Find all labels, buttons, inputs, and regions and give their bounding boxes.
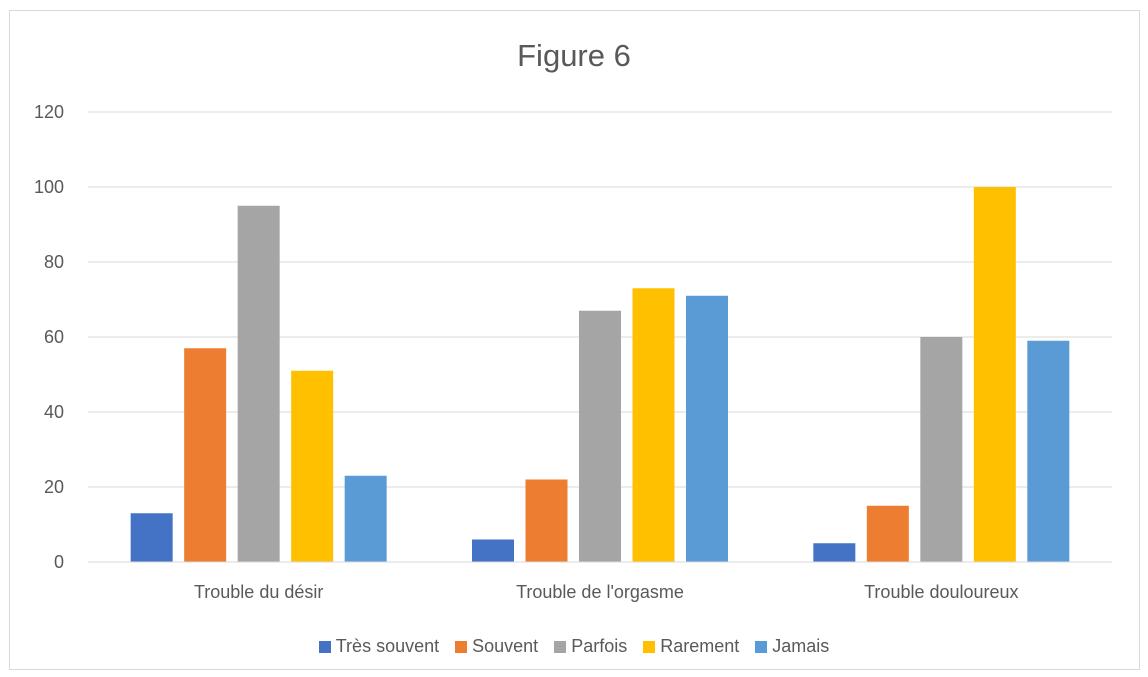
bar	[686, 295, 728, 562]
legend-swatch	[755, 640, 768, 653]
bar	[344, 475, 387, 562]
bar	[130, 513, 173, 562]
x-category-label: Trouble du désir	[194, 582, 323, 602]
legend-label: Parfois	[571, 636, 628, 656]
legend-swatch	[318, 640, 331, 653]
legend-label: Rarement	[660, 636, 740, 656]
y-tick-label: 40	[44, 402, 64, 422]
bar	[525, 479, 568, 562]
legend-item: Très souvent	[318, 636, 440, 657]
legend-swatch	[455, 640, 468, 653]
legend-label: Souvent	[472, 636, 539, 656]
bar	[184, 348, 227, 562]
bar	[866, 505, 909, 562]
bar	[1027, 340, 1070, 562]
y-tick-label: 100	[34, 177, 64, 197]
legend-label: Jamais	[772, 636, 830, 656]
legend-item: Jamais	[755, 636, 829, 657]
bar	[237, 205, 280, 562]
bar	[813, 543, 856, 562]
y-tick-label: 80	[44, 252, 64, 272]
bar	[579, 310, 621, 562]
y-tick-label: 20	[44, 477, 64, 497]
legend-swatch	[643, 640, 656, 653]
y-tick-label: 60	[44, 327, 64, 347]
y-tick-label: 120	[34, 102, 64, 122]
x-category-label: Trouble de l'orgasme	[516, 582, 684, 602]
x-category-label: Trouble douloureux	[864, 582, 1018, 602]
bar	[973, 187, 1016, 562]
chart-legend: Très souvent Souvent Parfois Rarement Jamais	[0, 636, 1148, 657]
legend-item: Parfois	[554, 636, 627, 657]
y-tick-label: 0	[54, 552, 64, 572]
bar	[632, 288, 675, 562]
legend-label: Très souvent	[335, 636, 440, 656]
chart-title: Figure 6	[517, 38, 631, 73]
legend-swatch	[554, 640, 567, 653]
legend-item: Rarement	[643, 636, 739, 657]
legend-item: Souvent	[455, 636, 538, 657]
bar	[472, 539, 514, 562]
bar	[291, 370, 334, 562]
bar	[920, 337, 963, 562]
